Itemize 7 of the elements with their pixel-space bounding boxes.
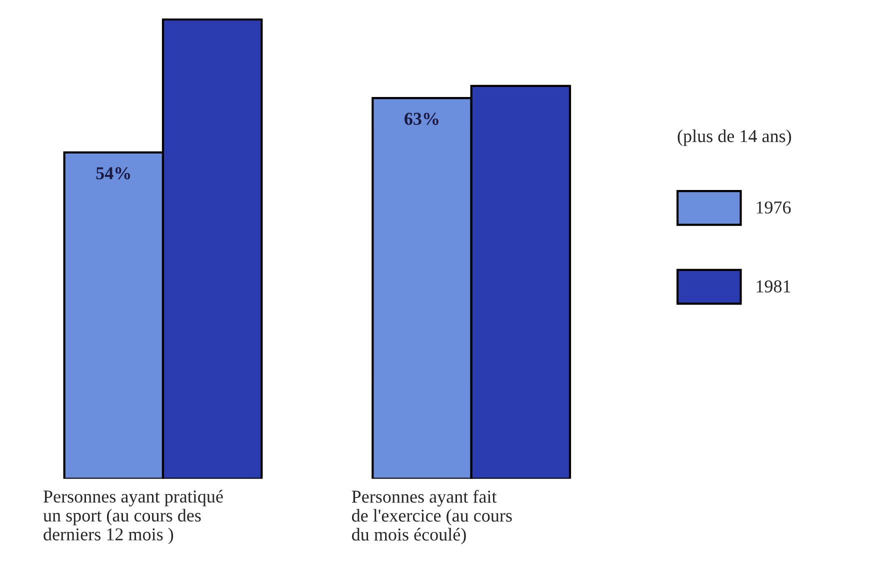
legend-label: 1981 [756, 280, 790, 292]
x-tick-label: Personnes ayant fait de l'exercice (au cours du mois écoulé) [352, 490, 512, 544]
legend-label: 1976 [756, 201, 791, 214]
legend-title: (plus de 14 ans) [678, 130, 792, 146]
data-label: 54% [96, 167, 130, 180]
data-label: 63% [404, 112, 438, 125]
x-tick-label: Personnes ayant pratiqué un sport (au cours des derniers 12 mois ) [43, 490, 223, 544]
